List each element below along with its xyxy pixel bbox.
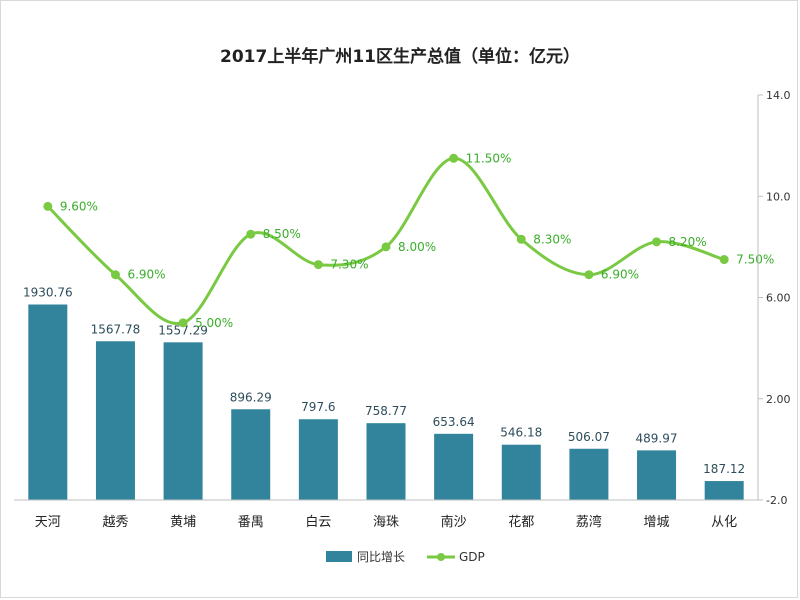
- category-label: 海珠: [373, 515, 399, 530]
- category-label: 黄埔: [170, 515, 196, 530]
- bar-value-label: 1930.76: [23, 286, 73, 300]
- line-value-label: 6.90%: [127, 268, 165, 282]
- line-point: [178, 318, 188, 328]
- bar: [501, 444, 541, 500]
- bar-value-label: 489.97: [636, 431, 678, 445]
- line-value-label: 11.50%: [466, 151, 512, 165]
- right-axis-tick-label: -2.0: [766, 494, 787, 507]
- legend-line-marker: [437, 553, 445, 561]
- chart-title: 2017上半年广州11区生产总值（单位：亿元）: [220, 46, 580, 67]
- line-point: [43, 201, 53, 211]
- category-label: 白云: [305, 514, 331, 530]
- line-point: [449, 153, 459, 163]
- line-point: [381, 242, 391, 252]
- line-point: [719, 255, 729, 265]
- bar: [366, 423, 406, 500]
- bar-value-label: 1567.78: [91, 322, 141, 336]
- category-label: 荔湾: [576, 514, 602, 530]
- bar-value-label: 546.18: [500, 426, 542, 440]
- bar-series: 1930.76 1567.78 1557.29 896.29 797.6 758.77 65…: [23, 286, 745, 500]
- line-value-label: 8.00%: [398, 240, 436, 254]
- bar-value-label: 797.6: [301, 400, 335, 414]
- gdp-line: [46, 156, 725, 326]
- bar: [637, 450, 677, 500]
- bar-value-label: 653.64: [433, 415, 475, 429]
- category-label: 番禺: [238, 515, 264, 530]
- line-point: [110, 270, 120, 280]
- bar-value-label: 506.07: [568, 430, 610, 444]
- bar: [704, 481, 744, 500]
- legend-bar-swatch: [326, 551, 352, 562]
- right-axis-tick-label: 14.0: [766, 89, 791, 102]
- line-value-label: 6.90%: [601, 268, 639, 282]
- line-value-label: 8.30%: [533, 232, 571, 246]
- right-axis-tick-label: 2.00: [766, 393, 791, 406]
- category-label: 越秀: [102, 515, 128, 530]
- bar: [28, 304, 68, 500]
- line-value-label: 9.60%: [60, 199, 98, 213]
- bar: [95, 341, 135, 500]
- line-value-label: 7.50%: [736, 253, 774, 267]
- category-label: 南沙: [441, 514, 467, 530]
- legend-bar-label: 同比增长: [357, 550, 405, 564]
- category-label: 增城: [644, 515, 670, 530]
- bar: [298, 419, 338, 500]
- bar: [569, 448, 609, 500]
- line-series: 9.60% 6.90% 5.00% 8.50% 7.30% 8.00% 11.50% 8.30…: [43, 151, 774, 330]
- line-point: [313, 260, 323, 270]
- line-value-label: 5.00%: [195, 316, 233, 330]
- bar-value-label: 1557.29: [158, 323, 208, 337]
- line-point: [246, 229, 256, 239]
- bar-value-label: 758.77: [365, 404, 407, 418]
- line-point: [584, 270, 594, 280]
- bar: [434, 433, 474, 500]
- legend: 同比增长 GDP: [326, 550, 485, 564]
- bar-value-label: 896.29: [230, 390, 272, 404]
- line-value-label: 7.30%: [330, 258, 368, 272]
- axes: 天河 越秀 黄埔 番禺 白云 海珠 南沙 花都 荔湾 增城 从化 14.0 10.0 6.00 2.00 -2…: [14, 89, 791, 530]
- bar-value-label: 187.12: [703, 462, 745, 476]
- bar: [163, 342, 203, 500]
- line-value-label: 8.50%: [263, 227, 301, 241]
- line-value-label: 8.20%: [669, 235, 707, 249]
- category-label: 天河: [35, 515, 61, 530]
- line-point: [516, 234, 526, 244]
- line-point: [652, 237, 662, 247]
- category-label: 从化: [711, 515, 737, 530]
- right-axis-tick-label: 10.0: [766, 190, 791, 203]
- category-label: 花都: [508, 514, 534, 530]
- right-axis-tick-label: 6.00: [766, 292, 791, 305]
- bar: [231, 409, 271, 500]
- legend-line-label: GDP: [459, 550, 485, 564]
